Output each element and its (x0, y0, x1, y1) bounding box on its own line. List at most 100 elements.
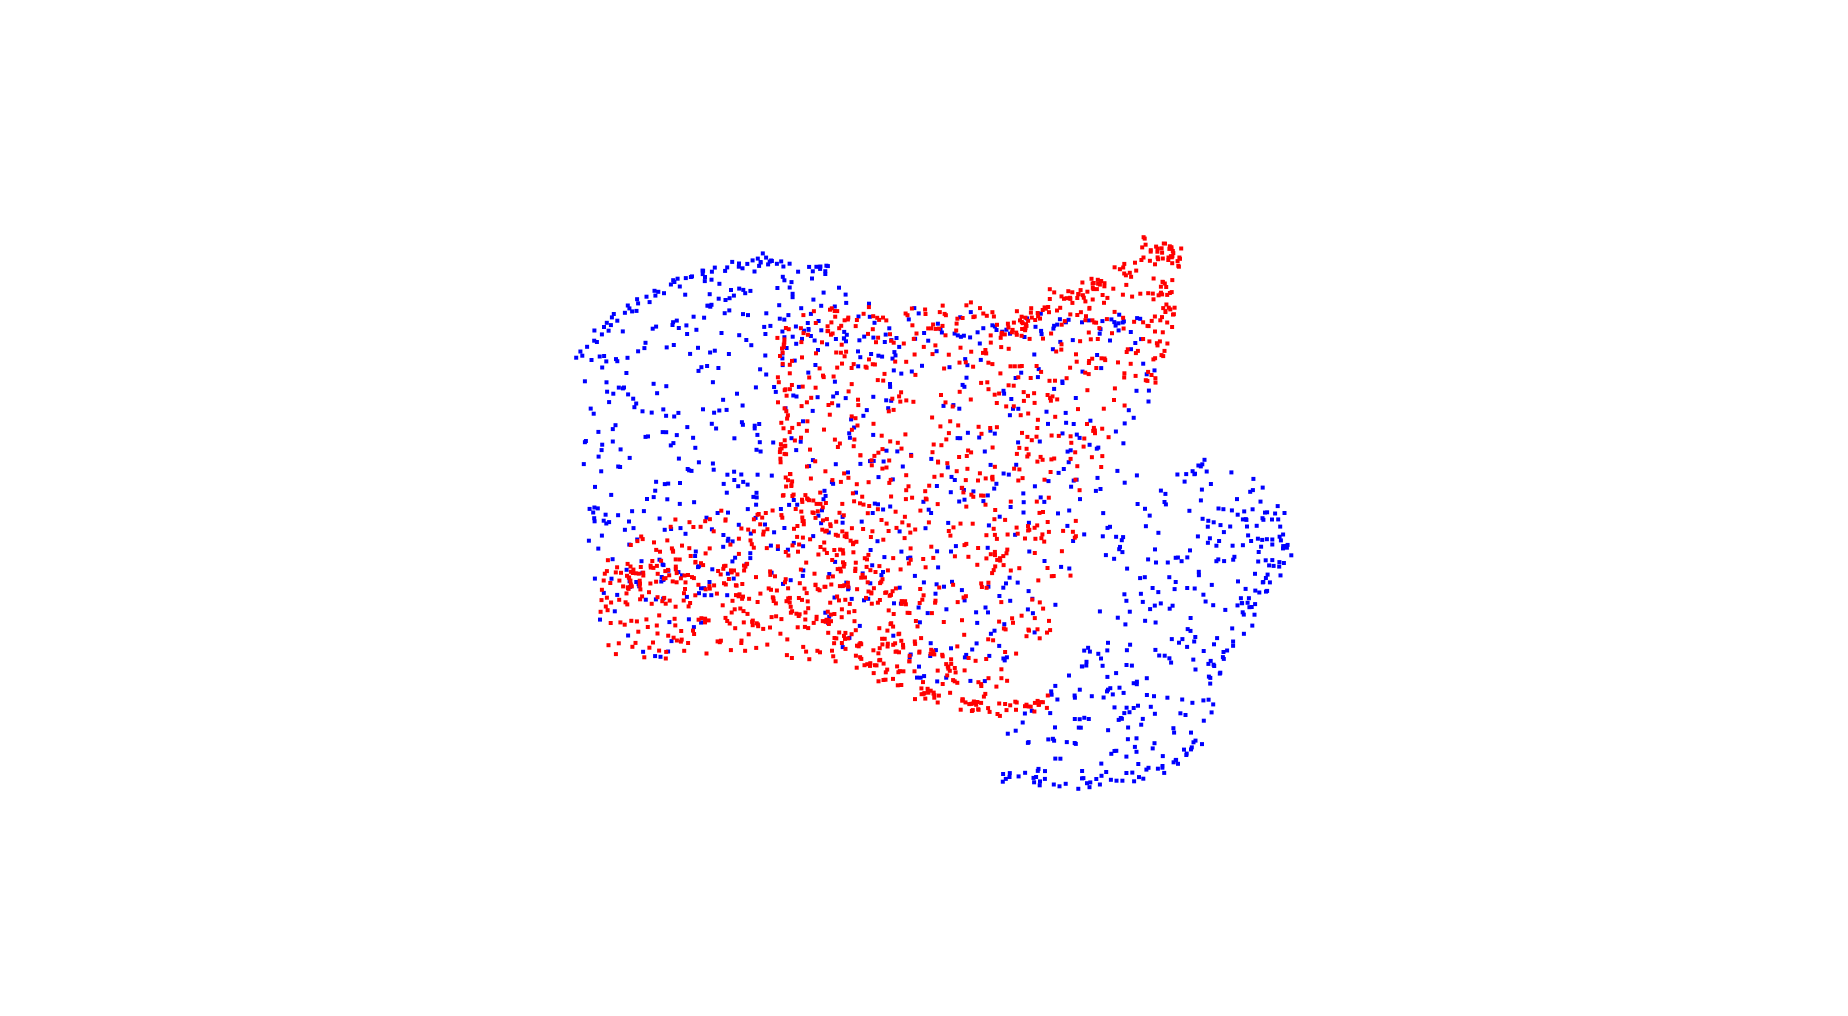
blue-point (824, 263, 829, 268)
red-point (638, 587, 643, 592)
red-point (736, 551, 741, 556)
red-point (833, 659, 838, 664)
red-point (789, 483, 794, 488)
red-point (997, 713, 1002, 718)
red-point (849, 382, 854, 387)
blue-point (1020, 720, 1025, 725)
red-point (891, 676, 895, 681)
red-point (827, 412, 832, 417)
red-point (751, 529, 756, 534)
blue-point (722, 311, 727, 316)
blue-point (760, 251, 765, 256)
red-point (1046, 305, 1051, 309)
blue-point (1114, 778, 1119, 783)
red-point (629, 584, 634, 589)
blue-point (810, 276, 814, 281)
red-point (1049, 433, 1054, 438)
blue-point (1146, 399, 1151, 404)
red-point (907, 653, 912, 658)
blue-point (1141, 361, 1146, 366)
blue-point (733, 555, 738, 560)
red-point (818, 650, 822, 655)
red-point (1122, 375, 1127, 380)
red-point (688, 601, 693, 605)
red-point (948, 533, 953, 538)
blue-point (945, 465, 950, 470)
blue-point (888, 382, 892, 386)
red-point (947, 668, 952, 673)
red-point (852, 499, 857, 504)
blue-point (1230, 543, 1235, 548)
blue-point (710, 567, 715, 572)
red-point (803, 610, 808, 615)
blue-point (882, 555, 887, 560)
blue-point (1158, 488, 1163, 493)
red-point (742, 568, 747, 573)
blue-point (1265, 572, 1270, 577)
blue-point (782, 278, 787, 283)
red-point (832, 548, 837, 552)
blue-point (1185, 644, 1190, 649)
red-point (1014, 651, 1019, 656)
red-point (1034, 499, 1039, 504)
blue-point (1134, 682, 1139, 687)
red-point (1164, 285, 1169, 289)
blue-point (1209, 582, 1214, 587)
red-point (1160, 256, 1165, 261)
red-point (625, 602, 630, 607)
blue-point (833, 462, 838, 467)
red-point (923, 565, 928, 570)
blue-point (1193, 667, 1198, 672)
red-point (839, 323, 844, 328)
red-point (888, 439, 893, 444)
red-point (931, 555, 936, 560)
blue-point (856, 364, 861, 369)
blue-point (1171, 760, 1176, 765)
red-point (1160, 330, 1165, 335)
red-point (1155, 255, 1160, 260)
blue-point (974, 610, 979, 615)
blue-point (831, 394, 836, 399)
blue-point (642, 346, 647, 351)
red-point (887, 458, 892, 463)
red-point (842, 633, 846, 638)
blue-point (787, 261, 792, 266)
red-point (820, 340, 824, 345)
blue-point (1163, 491, 1168, 496)
red-point (976, 707, 981, 712)
red-point (800, 597, 804, 602)
blue-point (988, 462, 993, 467)
red-point (679, 629, 684, 633)
blue-point (786, 313, 791, 318)
blue-point (992, 628, 997, 633)
blue-point (994, 481, 999, 486)
blue-point (709, 593, 714, 598)
red-point (1009, 330, 1014, 335)
blue-point (1235, 512, 1240, 517)
blue-point (1229, 508, 1234, 513)
red-point (860, 572, 865, 577)
blue-point (574, 355, 579, 360)
red-point (1127, 270, 1132, 275)
blue-point (1289, 553, 1294, 558)
red-point (775, 544, 780, 549)
red-point (692, 632, 697, 636)
blue-point (592, 576, 597, 581)
blue-point (821, 497, 826, 502)
red-point (804, 428, 809, 433)
red-point (703, 620, 707, 625)
blue-point (988, 631, 993, 636)
blue-point (1251, 476, 1256, 481)
blue-point (615, 359, 620, 364)
blue-point (849, 596, 854, 601)
red-point (1075, 296, 1080, 300)
red-point (779, 513, 784, 518)
blue-point (1094, 446, 1099, 451)
red-point (994, 401, 999, 405)
blue-point (772, 530, 777, 535)
blue-point (724, 407, 729, 412)
red-point (804, 591, 809, 596)
red-point (1010, 327, 1015, 332)
red-point (946, 431, 951, 436)
red-point (1082, 436, 1087, 441)
